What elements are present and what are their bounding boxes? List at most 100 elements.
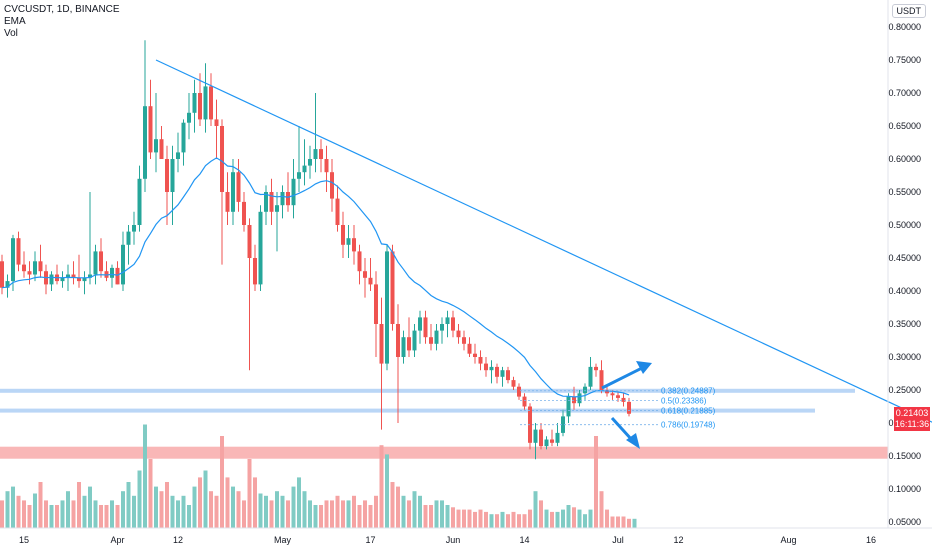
volume-bar: [198, 477, 202, 528]
candle-body: [181, 122, 186, 153]
candle-body: [88, 274, 92, 278]
volume-bar: [269, 500, 274, 528]
candle-body: [132, 225, 136, 232]
candle-body: [99, 251, 103, 272]
volume-bar: [121, 491, 125, 528]
volume-bar: [533, 491, 538, 528]
candle-body: [77, 277, 81, 282]
volume-bar: [335, 495, 340, 528]
support-zone: [0, 408, 815, 413]
volume-bar: [357, 505, 362, 528]
volume-bar: [495, 514, 499, 528]
price-tick-label: 0.30000: [888, 352, 921, 362]
time-tick-label: Apr: [110, 535, 124, 545]
volume-bar: [594, 436, 598, 528]
volume-bar: [528, 509, 532, 528]
volume-bar: [49, 505, 54, 528]
candle-body: [495, 366, 499, 377]
price-tick-label: 0.60000: [888, 154, 921, 164]
downtrend-line[interactable]: [155, 59, 932, 476]
price-tick-label: 0.55000: [888, 187, 921, 197]
volume-bar: [170, 495, 175, 528]
chart-legend: CVCUSDT, 1D, BINANCE EMA Vol: [4, 4, 120, 40]
candle-body: [148, 106, 153, 153]
candle-body: [423, 317, 428, 338]
volume-bar: [220, 436, 224, 528]
volume-bar: [115, 505, 120, 528]
volume-bar: [627, 518, 631, 528]
arrow-up-head-icon: [636, 361, 652, 374]
time-tick-label: 12: [673, 535, 683, 545]
candle-body: [539, 429, 543, 447]
volume-bar: [363, 500, 367, 528]
candle-body: [555, 432, 560, 443]
volume-bar: [561, 509, 565, 528]
price-tick-label: 0.25000: [888, 385, 921, 395]
candle-body: [264, 192, 268, 212]
volume-bar: [489, 514, 494, 528]
candle-body: [396, 324, 400, 357]
time-tick-label: May: [274, 535, 292, 545]
candle-body: [473, 353, 477, 357]
currency-badge[interactable]: USDT: [891, 4, 926, 18]
candle-body: [297, 172, 301, 179]
candle-body: [599, 370, 604, 390]
volume-bar: [572, 507, 576, 528]
volume-bar: [203, 470, 208, 528]
volume-bar: [242, 500, 246, 528]
volume-bar: [374, 495, 378, 528]
volume-bar: [478, 509, 483, 528]
candle-body: [93, 251, 98, 275]
volume-bar: [5, 491, 10, 528]
candle-body: [484, 363, 488, 371]
price-tick-label: 0.15000: [888, 451, 921, 461]
candle-body: [467, 343, 472, 354]
volume-bar: [247, 459, 252, 528]
candle-body: [236, 172, 241, 202]
price-tick-label: 0.05000: [888, 517, 921, 527]
volume-bar: [401, 495, 406, 528]
volume-bar: [209, 491, 213, 528]
volume-bar: [280, 495, 285, 528]
volume-bar: [60, 500, 65, 528]
volume-bar: [27, 505, 32, 528]
fib-retracement[interactable]: 0.382(0.24887)0.5(0.23386)0.618(0.21885)…: [520, 387, 716, 430]
time-tick-label: Jun: [446, 535, 461, 545]
candle-body: [445, 317, 450, 324]
volume-indicator-label[interactable]: Vol: [4, 28, 18, 39]
ema-indicator-label[interactable]: EMA: [4, 16, 26, 27]
candle-body: [0, 261, 4, 288]
candle-body: [154, 139, 158, 153]
candle-body: [280, 192, 285, 206]
time-tick-label: 15: [19, 535, 29, 545]
volume-bar: [429, 505, 433, 528]
fib-level-label: 0.5(0.23386): [661, 397, 707, 406]
candle-body: [66, 274, 70, 278]
volume-bar: [390, 482, 395, 528]
candle-body: [451, 317, 455, 331]
volume-bar: [506, 514, 510, 528]
candle-body: [291, 178, 296, 206]
candle-body: [313, 149, 318, 159]
volume-bar: [412, 491, 417, 528]
candle-body: [247, 225, 252, 258]
candle-body: [137, 178, 142, 225]
candle-body: [341, 225, 345, 245]
candle-body: [363, 271, 367, 278]
time-tick-label: 14: [519, 535, 529, 545]
volume-bar: [104, 505, 109, 528]
volume-bar: [440, 500, 444, 528]
volume-bar: [71, 500, 76, 528]
candle-body: [269, 192, 274, 212]
volume-bar: [110, 500, 114, 528]
volume-bar: [319, 505, 323, 528]
symbol-title[interactable]: CVCUSDT, 1D, BINANCE: [4, 4, 120, 15]
candle-body: [594, 366, 598, 371]
volume-bar: [368, 505, 373, 528]
volume-bar: [610, 516, 615, 528]
time-axis[interactable]: 15Apr12May17Jun14Jul12Aug16Sep13: [19, 535, 932, 545]
volume-bar: [258, 493, 263, 528]
candle-body: [478, 357, 483, 364]
